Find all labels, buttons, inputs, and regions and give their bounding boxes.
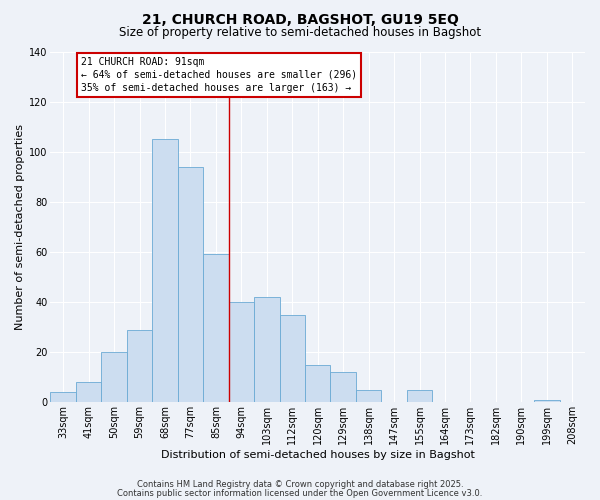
Bar bbox=[76, 382, 101, 402]
Text: 21 CHURCH ROAD: 91sqm
← 64% of semi-detached houses are smaller (296)
35% of sem: 21 CHURCH ROAD: 91sqm ← 64% of semi-deta… bbox=[81, 56, 357, 93]
Bar bbox=[127, 330, 152, 402]
Bar bbox=[331, 372, 356, 402]
Text: 21, CHURCH ROAD, BAGSHOT, GU19 5EQ: 21, CHURCH ROAD, BAGSHOT, GU19 5EQ bbox=[142, 12, 458, 26]
Bar bbox=[229, 302, 254, 402]
Bar bbox=[203, 254, 229, 402]
Bar bbox=[280, 314, 305, 402]
Text: Size of property relative to semi-detached houses in Bagshot: Size of property relative to semi-detach… bbox=[119, 26, 481, 39]
Bar bbox=[152, 139, 178, 402]
Bar bbox=[534, 400, 560, 402]
X-axis label: Distribution of semi-detached houses by size in Bagshot: Distribution of semi-detached houses by … bbox=[161, 450, 475, 460]
Text: Contains public sector information licensed under the Open Government Licence v3: Contains public sector information licen… bbox=[118, 488, 482, 498]
Bar bbox=[101, 352, 127, 403]
Text: Contains HM Land Registry data © Crown copyright and database right 2025.: Contains HM Land Registry data © Crown c… bbox=[137, 480, 463, 489]
Bar bbox=[305, 364, 331, 403]
Bar bbox=[50, 392, 76, 402]
Bar bbox=[178, 167, 203, 402]
Bar bbox=[254, 297, 280, 403]
Y-axis label: Number of semi-detached properties: Number of semi-detached properties bbox=[15, 124, 25, 330]
Bar bbox=[407, 390, 432, 402]
Bar bbox=[356, 390, 382, 402]
